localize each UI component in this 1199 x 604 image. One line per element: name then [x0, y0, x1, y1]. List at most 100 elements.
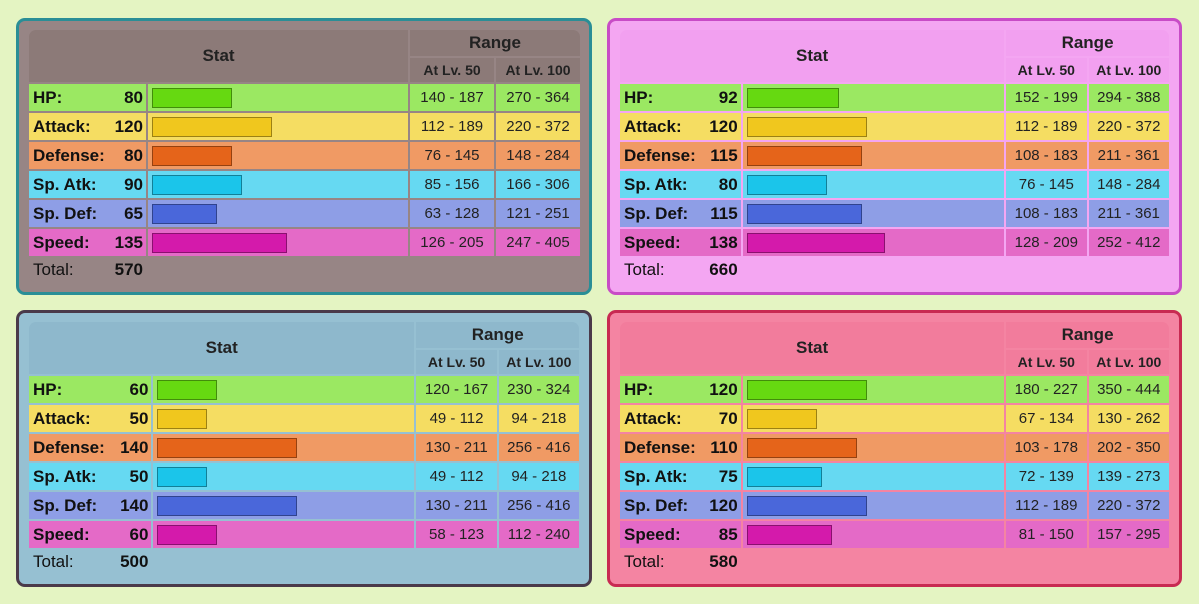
stat-bar — [152, 232, 287, 253]
stat-value: 92 — [718, 87, 738, 107]
stat-bar-cell — [148, 171, 408, 198]
lv100-header: At Lv. 100 — [496, 58, 580, 82]
range-lv100: 148 - 284 — [496, 142, 580, 169]
stat-row-speed: Speed: 85 81 - 150 157 - 295 — [620, 521, 1169, 548]
stat-name: Attack: — [624, 408, 682, 428]
total-row: Total: 570 — [29, 258, 580, 282]
stat-row-speed: Speed: 135 126 - 205 247 - 405 — [29, 229, 580, 256]
stat-row-attack: Attack: 50 49 - 112 94 - 218 — [29, 405, 579, 432]
stat-name: Sp. Atk: — [624, 466, 688, 486]
stat-bar-cell — [148, 84, 408, 111]
range-lv100: 130 - 262 — [1088, 405, 1169, 432]
stat-label-cell: Speed: 135 — [29, 229, 146, 256]
total-label: Total: — [624, 552, 665, 571]
stat-table: Stat Range At Lv. 50 At Lv. 100 HP: 120 … — [618, 320, 1171, 576]
range-lv50: 152 - 199 — [1006, 84, 1087, 111]
stat-bar-cell — [153, 463, 415, 490]
stat-row-attack: Attack: 120 112 - 189 220 - 372 — [29, 113, 580, 140]
stat-bar — [746, 437, 857, 458]
stat-name: Sp. Def: — [33, 203, 98, 223]
stat-table: Stat Range At Lv. 50 At Lv. 100 HP: 92 1… — [618, 28, 1171, 284]
stat-bar — [746, 408, 817, 429]
stat-row-defense: Defense: 80 76 - 145 148 - 284 — [29, 142, 580, 169]
stat-header: Stat — [29, 322, 415, 374]
stat-row-speed: Speed: 138 128 - 209 252 - 412 — [620, 229, 1169, 256]
stat-value: 60 — [129, 524, 149, 544]
stat-value: 115 — [710, 203, 738, 223]
stat-bar — [746, 87, 839, 108]
stat-bar — [746, 495, 867, 516]
range-lv100: 220 - 372 — [1088, 492, 1169, 519]
total-label: Total: — [33, 552, 74, 571]
stat-bar-cell — [742, 463, 1005, 490]
stat-label-cell: HP: 92 — [620, 84, 741, 111]
stat-bar-cell — [148, 142, 408, 169]
range-lv50: 81 - 150 — [1006, 521, 1087, 548]
stat-name: Sp. Def: — [624, 495, 689, 515]
stat-bar — [746, 524, 832, 545]
stat-row-sp-def: Sp. Def: 140 130 - 211 256 - 416 — [29, 492, 579, 519]
stat-name: Defense: — [624, 437, 696, 457]
stat-value: 60 — [129, 379, 149, 399]
range-lv50: 85 - 156 — [410, 171, 494, 198]
range-lv100: 148 - 284 — [1088, 171, 1169, 198]
stat-value: 120 — [709, 495, 738, 515]
range-lv100: 220 - 372 — [496, 113, 580, 140]
range-lv50: 180 - 227 — [1006, 376, 1087, 403]
stat-bar — [157, 524, 218, 545]
range-lv100: 166 - 306 — [496, 171, 580, 198]
range-lv50: 112 - 189 — [1006, 492, 1087, 519]
stat-bar — [157, 437, 298, 458]
stat-bar-cell — [153, 492, 415, 519]
stat-row-sp-def: Sp. Def: 65 63 - 128 121 - 251 — [29, 200, 580, 227]
range-header: Range — [416, 322, 579, 348]
range-lv100: 256 - 416 — [498, 492, 579, 519]
stat-value: 135 — [114, 232, 143, 252]
stat-value: 80 — [718, 174, 738, 194]
range-lv100: 211 - 361 — [1088, 142, 1169, 169]
total-value: 500 — [120, 552, 149, 571]
stat-row-hp: HP: 120 180 - 227 350 - 444 — [620, 376, 1169, 403]
stat-label-cell: Sp. Def: 140 — [29, 492, 152, 519]
stat-value: 140 — [120, 495, 149, 515]
stat-label-cell: Attack: 120 — [620, 113, 741, 140]
stat-bar-cell — [153, 434, 415, 461]
stat-bar-cell — [742, 142, 1005, 169]
range-header: Range — [1006, 322, 1169, 348]
stat-name: Attack: — [33, 116, 91, 136]
stat-row-sp-atk: Sp. Atk: 75 72 - 139 139 - 273 — [620, 463, 1169, 490]
stat-row-attack: Attack: 70 67 - 134 130 - 262 — [620, 405, 1169, 432]
lv100-header: At Lv. 100 — [1088, 58, 1169, 82]
stat-value: 50 — [129, 408, 149, 428]
stat-name: Sp. Def: — [624, 203, 689, 223]
stat-bar-cell — [742, 521, 1005, 548]
total-label-cell: Total: 570 — [29, 258, 146, 282]
range-lv50: 76 - 145 — [1006, 171, 1087, 198]
stat-name: Sp. Atk: — [33, 466, 97, 486]
stat-label-cell: Sp. Def: 65 — [29, 200, 146, 227]
stat-value: 85 — [718, 524, 738, 544]
total-row: Total: 580 — [620, 550, 1169, 574]
lv100-header: At Lv. 100 — [498, 350, 579, 374]
stat-bar-cell — [742, 171, 1005, 198]
total-label-cell: Total: 580 — [620, 550, 741, 574]
stat-bar-cell — [742, 434, 1005, 461]
stat-label-cell: Speed: 85 — [620, 521, 741, 548]
stat-label-cell: Sp. Atk: 80 — [620, 171, 741, 198]
stat-value: 120 — [114, 116, 143, 136]
stat-name: Defense: — [33, 437, 105, 457]
stat-name: Sp. Atk: — [624, 174, 688, 194]
stat-bar-cell — [742, 113, 1005, 140]
range-lv50: 108 - 183 — [1006, 142, 1087, 169]
lv50-header: At Lv. 50 — [1006, 58, 1087, 82]
range-lv100: 294 - 388 — [1088, 84, 1169, 111]
stat-label-cell: Attack: 50 — [29, 405, 152, 432]
stat-bar-cell — [742, 376, 1005, 403]
stat-bar — [746, 174, 827, 195]
range-lv50: 126 - 205 — [410, 229, 494, 256]
stat-value: 80 — [124, 87, 143, 107]
range-lv100: 256 - 416 — [498, 434, 579, 461]
stat-bar — [746, 116, 867, 137]
range-lv50: 140 - 187 — [410, 84, 494, 111]
total-value: 660 — [709, 260, 738, 279]
